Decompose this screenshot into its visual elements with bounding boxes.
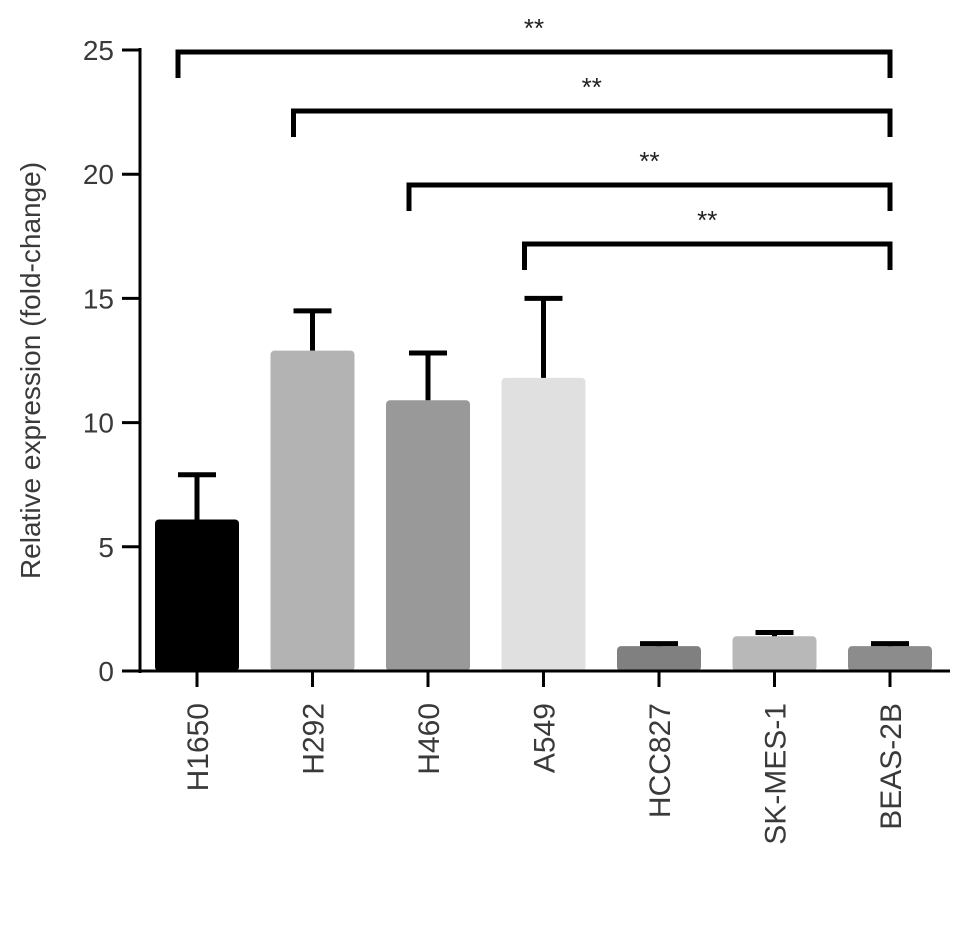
- y-tick-label-5: 5: [98, 532, 114, 563]
- bar-a549: [501, 377, 586, 671]
- y-tick-label-10: 10: [83, 408, 114, 439]
- x-tick-label-a549: A549: [529, 703, 562, 773]
- bar-beas-2b: [848, 646, 932, 671]
- bar-hcc827: [617, 646, 701, 671]
- y-tick-label-0: 0: [98, 656, 114, 687]
- significance-bracket-h292: [291, 108, 893, 137]
- axes-group: 0 5 10 15 20 25 H1650 H292 H460 A549 HCC827 SK-MES-…: [83, 35, 950, 845]
- significance-bracket-h1650: [175, 49, 893, 78]
- x-tick-label-h292: H292: [298, 703, 331, 775]
- bars-group: [155, 350, 932, 671]
- significance-label-h292: **: [582, 72, 602, 102]
- x-tick-label-sk-mes-1: SK-MES-1: [760, 703, 793, 845]
- bar-h1650: [155, 519, 239, 671]
- bar-sk-mes-1: [732, 636, 817, 671]
- y-tick-label-15: 15: [83, 283, 114, 314]
- y-tick-label-25: 25: [83, 35, 114, 66]
- x-tick-label-hcc827: HCC827: [644, 703, 677, 818]
- significance-group: ** ** ** **: [175, 13, 893, 270]
- x-tick-label-h460: H460: [413, 703, 446, 775]
- significance-label-h460: **: [639, 146, 659, 176]
- x-tick-label-h1650: H1650: [182, 703, 215, 791]
- significance-bracket-a549: [522, 241, 893, 270]
- error-bars-group: [178, 295, 909, 647]
- significance-label-h1650: **: [524, 13, 544, 43]
- x-tick-label-beas-2b: BEAS-2B: [875, 703, 908, 830]
- bar-h292: [270, 350, 355, 671]
- y-tick-label-20: 20: [83, 159, 114, 190]
- significance-bracket-h460: [406, 182, 893, 211]
- bar-h460: [386, 400, 470, 671]
- significance-label-a549: **: [697, 205, 717, 235]
- y-axis-label: Relative expression (fold-change): [15, 162, 46, 579]
